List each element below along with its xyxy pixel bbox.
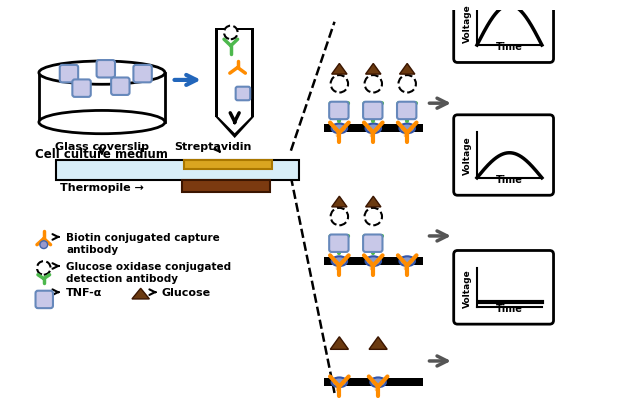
Circle shape — [224, 27, 237, 40]
FancyBboxPatch shape — [454, 251, 554, 324]
Bar — [324, 125, 423, 133]
Text: Time: Time — [496, 303, 523, 313]
Polygon shape — [332, 197, 347, 207]
Circle shape — [40, 241, 48, 249]
Ellipse shape — [399, 257, 415, 266]
Ellipse shape — [39, 111, 165, 134]
FancyBboxPatch shape — [60, 66, 78, 83]
Text: Glucose oxidase conjugated
detection antibody: Glucose oxidase conjugated detection ant… — [66, 262, 231, 283]
FancyBboxPatch shape — [454, 0, 554, 63]
Text: TNF-α: TNF-α — [66, 288, 103, 298]
Text: Voltage: Voltage — [463, 136, 471, 175]
Polygon shape — [366, 64, 381, 75]
Ellipse shape — [399, 124, 415, 134]
Text: Voltage: Voltage — [463, 268, 471, 307]
Text: Biotin conjugated capture
antibody: Biotin conjugated capture antibody — [66, 232, 220, 254]
FancyBboxPatch shape — [133, 66, 152, 83]
Text: Time: Time — [496, 174, 523, 184]
Polygon shape — [399, 64, 415, 75]
FancyBboxPatch shape — [329, 235, 348, 252]
Text: Voltage: Voltage — [463, 4, 471, 43]
FancyBboxPatch shape — [111, 78, 130, 96]
Bar — [182, 180, 270, 193]
Circle shape — [330, 208, 348, 226]
Circle shape — [37, 262, 50, 275]
Text: Thermopile →: Thermopile → — [60, 183, 144, 193]
Bar — [39, 73, 165, 123]
FancyBboxPatch shape — [397, 102, 417, 120]
Circle shape — [330, 76, 348, 93]
Bar — [56, 161, 299, 180]
Bar — [184, 161, 272, 170]
Bar — [215, 28, 254, 117]
Polygon shape — [366, 197, 381, 207]
Circle shape — [364, 76, 382, 93]
Ellipse shape — [371, 377, 386, 387]
FancyBboxPatch shape — [363, 235, 382, 252]
FancyBboxPatch shape — [454, 115, 554, 196]
Text: Cell culture medium: Cell culture medium — [36, 148, 168, 161]
FancyBboxPatch shape — [96, 61, 115, 78]
Bar — [324, 258, 423, 265]
Polygon shape — [218, 117, 251, 134]
Polygon shape — [332, 64, 347, 75]
Text: Time: Time — [496, 42, 523, 52]
Ellipse shape — [39, 62, 165, 85]
Polygon shape — [132, 289, 149, 299]
Bar — [218, 32, 251, 117]
FancyBboxPatch shape — [72, 80, 91, 98]
Ellipse shape — [366, 257, 381, 266]
FancyBboxPatch shape — [36, 291, 53, 308]
Polygon shape — [369, 337, 387, 350]
Ellipse shape — [366, 124, 381, 134]
Polygon shape — [330, 337, 348, 350]
Ellipse shape — [332, 377, 347, 387]
Text: Glass coverslip: Glass coverslip — [55, 142, 149, 151]
Ellipse shape — [332, 124, 347, 134]
FancyBboxPatch shape — [363, 102, 382, 120]
Circle shape — [364, 208, 382, 226]
FancyBboxPatch shape — [329, 102, 348, 120]
Polygon shape — [215, 117, 254, 139]
Ellipse shape — [332, 257, 347, 266]
Text: Glucose: Glucose — [162, 288, 211, 298]
Circle shape — [399, 76, 416, 93]
FancyBboxPatch shape — [235, 87, 250, 101]
Text: Streptavidin: Streptavidin — [175, 142, 252, 151]
Bar — [324, 379, 423, 386]
